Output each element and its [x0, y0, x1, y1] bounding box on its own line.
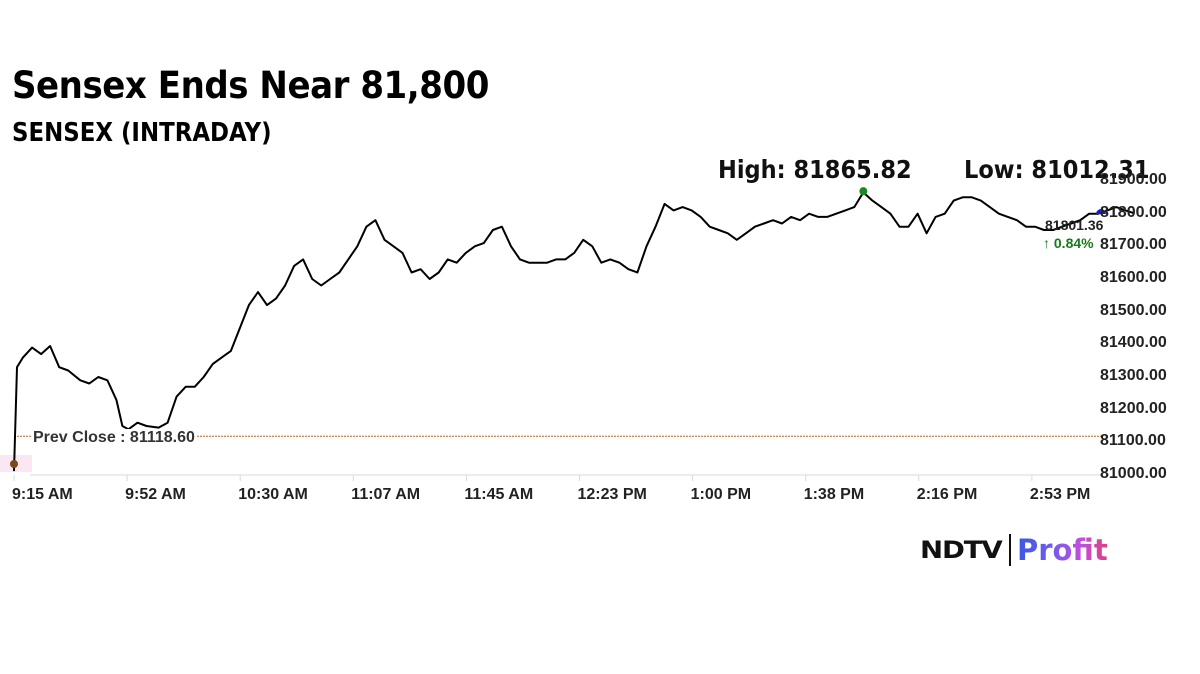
logo-ndtv: NDTV: [920, 536, 1003, 564]
y-tick-label: 81400.00: [1100, 334, 1167, 352]
price-line: [13, 191, 1135, 472]
y-tick-label: 81600.00: [1100, 269, 1167, 286]
chart-subtitle: SENSEX (INTRADAY): [12, 118, 272, 148]
x-tick-label: 9:15 AM: [12, 486, 73, 503]
logo-profit: Profit: [1016, 533, 1108, 567]
x-tick-label: 2:16 PM: [916, 486, 978, 503]
headline: Sensex Ends Near 81,800: [12, 64, 489, 107]
y-tick-label: 81000.00: [1100, 465, 1167, 482]
y-tick-label: 81500.00: [1100, 301, 1167, 319]
x-tick-label: 11:07 AM: [351, 486, 421, 503]
x-tick-marks: [13, 475, 1033, 481]
high-label: High: 81865.82: [718, 155, 912, 184]
high-marker: [859, 187, 868, 196]
x-tick-label: 10:30 AM: [238, 486, 308, 503]
y-tick-label: 81900.00: [1100, 171, 1167, 188]
y-tick-label: 81700.00: [1100, 236, 1167, 254]
x-tick-label: 11:45 AM: [464, 486, 534, 503]
y-tick-label: 81100.00: [1100, 432, 1166, 450]
ndtv-profit-logo: NDTV Profit: [920, 532, 1108, 568]
low-marker: [10, 460, 18, 468]
x-tick-label: 9:52 AM: [125, 486, 186, 503]
last-price-marker: [1096, 209, 1106, 214]
change-percent: ↑ 0.84%: [1043, 235, 1094, 251]
y-tick-label: 81200.00: [1100, 399, 1167, 417]
y-tick-label: 81300.00: [1100, 367, 1167, 384]
x-tick-label: 2:53 PM: [1029, 486, 1091, 503]
logo-separator: [1008, 534, 1011, 566]
prev-close-label: Prev Close : 81118.60: [31, 429, 197, 447]
x-tick-label: 1:38 PM: [803, 486, 865, 503]
x-tick-label: 12:23 PM: [577, 486, 647, 503]
x-tick-label: 1:00 PM: [690, 486, 752, 503]
last-price-label: 81801.36: [1045, 217, 1104, 233]
y-tick-label: 81800.00: [1100, 203, 1167, 221]
low-label: Low: 81012.31: [964, 155, 1150, 184]
